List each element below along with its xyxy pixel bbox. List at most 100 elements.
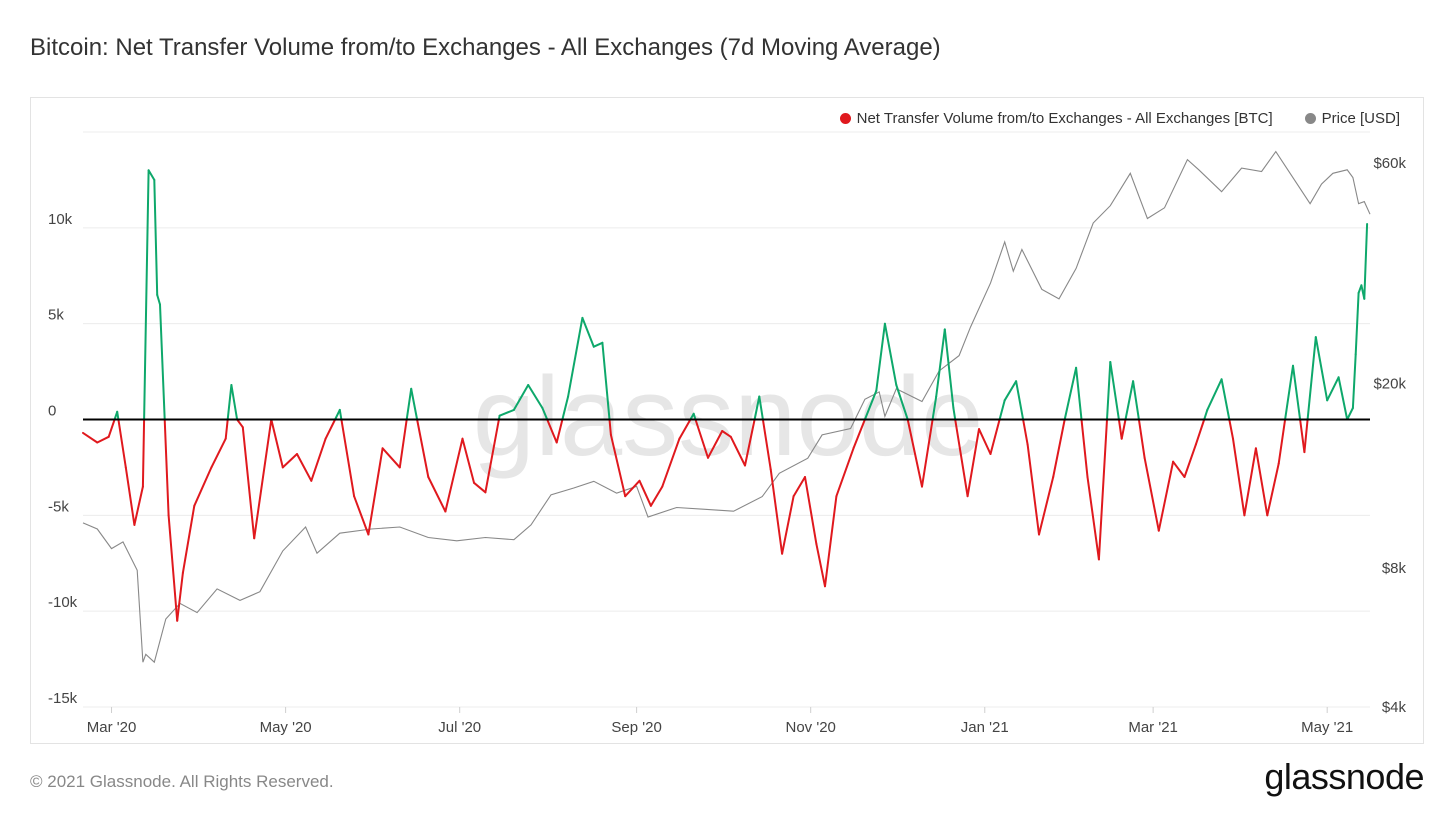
- net-transfer-segment: [147, 169, 156, 181]
- net-transfer-segment: [694, 418, 709, 459]
- net-transfer-segment: [340, 418, 356, 498]
- y-right-tick-label: $20k: [1373, 376, 1406, 393]
- net-transfer-segment: [1124, 380, 1135, 421]
- net-transfer-segment: [416, 418, 430, 478]
- net-transfer-segment: [181, 504, 196, 574]
- x-axis-ticks: Mar '20 May '20 Jul '20 Sep '20 Nov '20 Jan '…: [87, 707, 1353, 736]
- footer-copyright: © 2021 Glassnode. All Rights Reserved.: [30, 772, 334, 791]
- net-transfer-segment: [236, 418, 244, 429]
- net-transfer-segment: [921, 418, 934, 488]
- y-right-tick-label: $4k: [1382, 699, 1407, 716]
- net-transfer-segment: [824, 495, 838, 588]
- net-transfer-segment: [124, 466, 136, 526]
- net-transfer-segment: [1075, 366, 1083, 421]
- net-transfer-segment: [512, 384, 530, 411]
- net-transfer-segment: [729, 435, 746, 467]
- net-transfer-segment: [998, 399, 1006, 421]
- net-transfer-segment: [224, 418, 229, 440]
- x-tick-label: May '21: [1301, 719, 1353, 736]
- net-transfer-segment: [707, 430, 724, 459]
- price-series: [82, 150, 1371, 664]
- net-transfer-segment: [210, 437, 227, 469]
- net-transfer-segment: [761, 418, 772, 471]
- legend-item-price[interactable]: Price [USD]: [1304, 110, 1400, 127]
- net-transfer-segment: [484, 418, 500, 494]
- net-transfer-segment: [555, 418, 564, 444]
- net-transfer-segment: [427, 476, 447, 513]
- net-transfer-segment: [310, 437, 327, 482]
- net-transfer-segment: [1026, 443, 1040, 536]
- net-transfer-segment: [1266, 462, 1280, 517]
- net-transfer-segment: [1132, 380, 1140, 421]
- net-transfer-segment: [863, 389, 878, 421]
- net-transfer-segment: [1172, 460, 1186, 478]
- legend-item-net-transfer[interactable]: Net Transfer Volume from/to Exchanges - …: [839, 110, 1273, 127]
- net-transfer-segment: [226, 384, 233, 421]
- y-left-tick-label: -15k: [48, 690, 78, 707]
- net-transfer-segment: [156, 293, 161, 306]
- net-transfer-segment: [601, 341, 611, 421]
- net-transfer-segment: [952, 407, 957, 421]
- glassnode-logo[interactable]: glassnode: [1264, 756, 1424, 797]
- x-tick-label: Sep '20: [611, 719, 661, 736]
- net-transfer-segment: [398, 418, 408, 469]
- net-transfer-segment: [638, 479, 652, 507]
- y-left-tick-label: 0: [48, 403, 56, 420]
- x-tick-label: Jan '21: [961, 719, 1009, 736]
- legend-dot-net-transfer: [839, 113, 851, 124]
- net-transfer-segment: [176, 571, 184, 622]
- net-transfer-segment: [159, 303, 166, 421]
- net-transfer-segment: [1117, 418, 1123, 440]
- x-tick-label: May '20: [260, 719, 312, 736]
- net-transfer-segment: [1337, 376, 1349, 421]
- price-line: [82, 150, 1371, 664]
- net-transfer-segment: [1346, 407, 1354, 421]
- net-transfer-segment: [1254, 447, 1269, 517]
- net-transfer-segment: [143, 169, 150, 421]
- x-tick-label: Mar '21: [1128, 719, 1178, 736]
- net-transfer-segment: [649, 485, 664, 507]
- net-transfer-segment: [852, 418, 866, 450]
- net-transfer-segment: [353, 495, 370, 536]
- net-transfer-segment: [781, 495, 795, 555]
- net-transfer-segment: [1299, 418, 1306, 454]
- x-tick-label: Mar '20: [87, 719, 137, 736]
- net-transfer-segment: [546, 418, 558, 444]
- net-transfer-segment: [527, 384, 544, 409]
- net-transfer-segment: [1284, 364, 1294, 421]
- net-transfer-segment: [1351, 353, 1357, 409]
- net-transfer-segment: [1232, 437, 1246, 517]
- net-transfer-segment: [1120, 418, 1127, 440]
- net-transfer-segment: [1292, 364, 1302, 421]
- net-transfer-segment: [270, 418, 284, 469]
- net-transfer-segment: [1243, 447, 1257, 517]
- net-transfer-segment: [875, 322, 886, 392]
- net-transfer-segment: [133, 485, 144, 526]
- net-transfer-segment: [1157, 460, 1175, 532]
- net-transfer-segment: [1097, 418, 1108, 561]
- net-transfer-segment: [581, 316, 595, 348]
- net-transfer-segment: [1137, 418, 1146, 459]
- net-transfer-segment: [1303, 418, 1309, 454]
- y-right-tick-label: $8k: [1382, 560, 1407, 577]
- y-left-tick-label: -5k: [48, 498, 69, 515]
- net-transfer-segment: [804, 476, 818, 546]
- net-transfer-segment: [167, 514, 179, 622]
- net-transfer-segment: [721, 430, 732, 438]
- net-transfer-segment: [609, 433, 627, 498]
- net-transfer-segment: [978, 428, 992, 455]
- net-transfer-segment: [253, 418, 273, 540]
- net-transfer-segment: [107, 418, 116, 438]
- net-transfer-segment: [835, 447, 855, 498]
- chart-frame: [30, 97, 1424, 744]
- legend-label-net-transfer: Net Transfer Volume from/to Exchanges - …: [856, 110, 1273, 127]
- net-transfer-segment: [792, 476, 806, 498]
- net-transfer-segment: [895, 384, 909, 421]
- net-transfer-segment: [966, 428, 980, 498]
- net-transfer-segment: [338, 408, 343, 421]
- net-transfer-segment: [1306, 336, 1317, 421]
- net-transfer-segment: [461, 437, 475, 484]
- y-left-tick-label: -10k: [48, 594, 78, 611]
- net-transfer-segment: [296, 453, 313, 482]
